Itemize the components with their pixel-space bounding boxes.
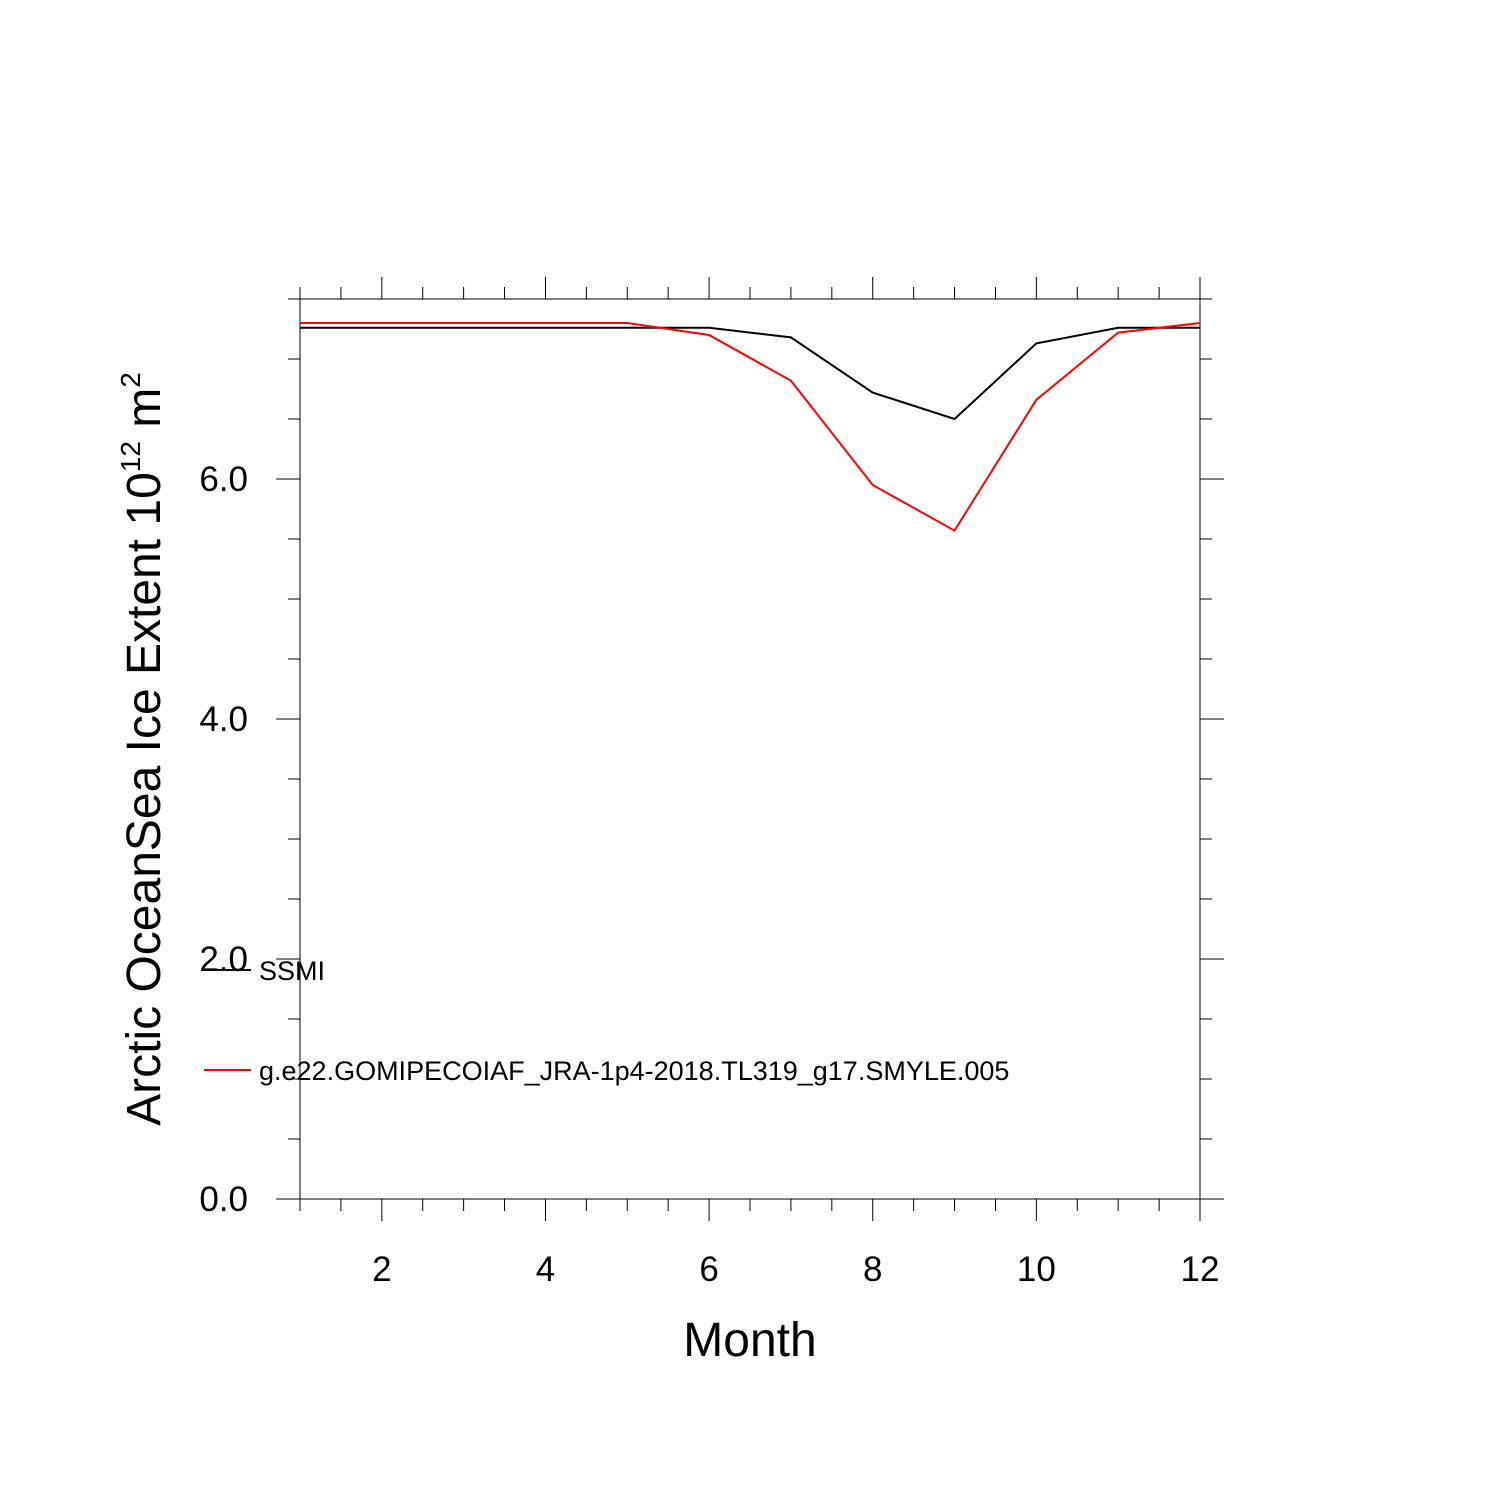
x-tick-label: 10: [1017, 1250, 1056, 1289]
x-axis-title: Month: [683, 1314, 816, 1367]
y-axis-title: Arctic OceanSea Ice Extent 1012 m2: [115, 372, 171, 1126]
y-tick-label: 2.0: [199, 940, 248, 979]
y-axis-title-unit-exponent: 2: [115, 372, 146, 388]
x-tick-label: 12: [1181, 1250, 1220, 1289]
data-series: [300, 322, 1201, 532]
series-line-ssmi: [300, 326, 1200, 421]
legend-label-model: g.e22.GOMIPECOIAF_JRA-1p4-2018.TL319_g17…: [259, 1056, 1009, 1086]
y-axis-title-main: Arctic OceanSea Ice Extent 10: [118, 472, 171, 1126]
x-tick-label: 4: [536, 1250, 555, 1289]
legend: SSMI g.e22.GOMIPECOIAF_JRA-1p4-2018.TL31…: [204, 956, 1009, 1086]
axis-ticks: [276, 277, 1224, 1221]
y-axis-title-unit: m: [118, 388, 171, 441]
y-axis-title-exponent: 12: [115, 441, 146, 472]
axis-tick-labels: 2 4 6 8 10 12 0.0 2.0 4.0 6.0: [199, 460, 1219, 1289]
x-tick-label: 6: [699, 1250, 718, 1289]
series-line-model: [300, 322, 1201, 532]
x-tick-label: 8: [863, 1250, 882, 1289]
y-tick-label: 6.0: [199, 460, 248, 499]
legend-label-ssmi: SSMI: [259, 956, 325, 986]
y-tick-label: 0.0: [199, 1180, 248, 1219]
y-tick-label: 4.0: [199, 700, 248, 739]
x-tick-label: 2: [372, 1250, 391, 1289]
